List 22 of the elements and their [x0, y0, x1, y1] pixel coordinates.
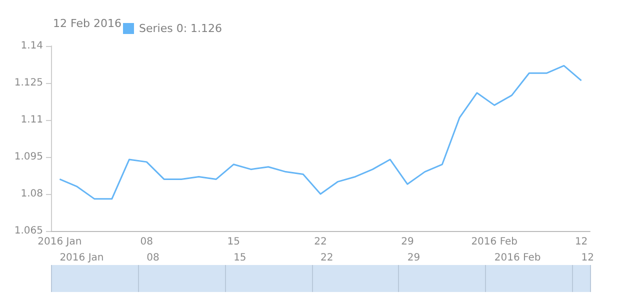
category-label: 2016 Feb — [494, 252, 541, 264]
category-label: 2016 Jan — [60, 252, 104, 264]
category-label: 22 — [320, 252, 334, 264]
y-tick-label: 1.095 — [14, 152, 43, 162]
x-tick-label: 2016 Feb — [471, 236, 518, 248]
x-tick-label: 12 — [574, 236, 588, 248]
x-tick-label: 15 — [227, 236, 240, 248]
legend-label: Series 0: 1.126 — [139, 22, 222, 35]
y-tick-label: 1.065 — [14, 226, 43, 236]
category-label: 12 — [581, 252, 594, 264]
category-label: 08 — [146, 252, 160, 264]
x-tick-label: 29 — [401, 236, 414, 248]
category-label: 15 — [234, 252, 246, 264]
y-tick-label: 1.08 — [20, 188, 43, 200]
y-tick-label: 1.125 — [14, 78, 43, 88]
y-tick-label: 1.14 — [20, 40, 43, 52]
x-tick-label: 08 — [140, 236, 153, 248]
text: 12 Feb 2016 — [53, 17, 122, 30]
y-tick-label: 1.11 — [20, 114, 43, 126]
category-label: 29 — [407, 252, 420, 264]
x-tick-label: 2016 Jan — [38, 236, 82, 248]
x-tick-label: 22 — [314, 236, 327, 248]
